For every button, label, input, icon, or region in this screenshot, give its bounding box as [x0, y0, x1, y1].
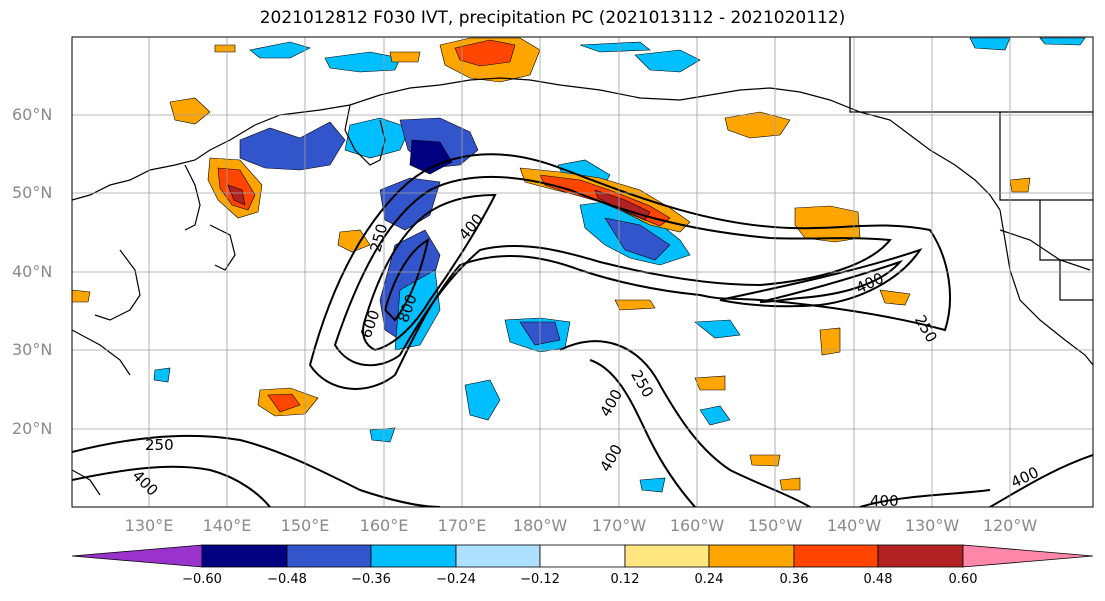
colorbar-extend-left: [71, 544, 203, 568]
lat-label: 20°N: [12, 419, 53, 438]
coastlines: [72, 37, 1093, 496]
map-plot-area: 250 400 600 800 400 250 400 250 250 400 …: [72, 37, 1093, 510]
colorbar-swatch: [201, 544, 288, 568]
colorbar-tick-label: 0.12: [610, 572, 640, 587]
colorbar-tick-label: −0.60: [182, 572, 222, 587]
colorbar-tick-label: −0.24: [436, 572, 476, 587]
colorbar-swatch: [370, 544, 457, 568]
lon-label: 140°W: [826, 516, 882, 535]
colorbar-tick-label: 0.48: [863, 572, 893, 587]
lon-label: 170°W: [591, 516, 647, 535]
lon-label: 140°E: [202, 516, 252, 535]
lat-label: 50°N: [12, 183, 53, 202]
colorbar-swatch: [877, 544, 964, 568]
lat-label: 60°N: [12, 105, 53, 124]
colorbar-swatch: [793, 544, 879, 568]
colorbar-tick-label: −0.36: [351, 572, 391, 587]
colorbar: [71, 544, 1094, 568]
lon-label: 180°W: [512, 516, 568, 535]
lon-label: 130°E: [124, 516, 174, 535]
lon-label: 170°E: [437, 516, 487, 535]
lon-label: 150°W: [747, 516, 803, 535]
colorbar-tick-label: 0.24: [694, 572, 724, 587]
map-frame: [71, 36, 1094, 508]
lon-label: 150°E: [280, 516, 330, 535]
lon-label: 160°E: [359, 516, 409, 535]
lon-label: 160°W: [669, 516, 725, 535]
lon-label: 120°W: [982, 516, 1038, 535]
colorbar-extend-right: [962, 544, 1094, 568]
contour-label: 400: [870, 492, 899, 510]
colorbar-swatch: [286, 544, 372, 568]
map-title: 2021012812 F030 IVT, precipitation PC (2…: [259, 8, 846, 28]
colorbar-swatch: [624, 544, 710, 568]
lat-label: 30°N: [12, 340, 53, 359]
colorbar-tick-label: 0.60: [948, 572, 978, 587]
lon-label: 130°W: [904, 516, 960, 535]
colorbar-tick-label: 0.36: [779, 572, 809, 587]
colorbar-swatch: [708, 544, 795, 568]
colorbar-tick-label: −0.12: [520, 572, 560, 587]
lat-label: 40°N: [12, 262, 53, 281]
colorbar-swatch: [455, 544, 541, 568]
colorbar-tick-label: −0.48: [267, 572, 307, 587]
contour-label: 250: [145, 436, 174, 454]
graticule: [72, 37, 1093, 507]
colorbar-swatch: [539, 544, 626, 568]
